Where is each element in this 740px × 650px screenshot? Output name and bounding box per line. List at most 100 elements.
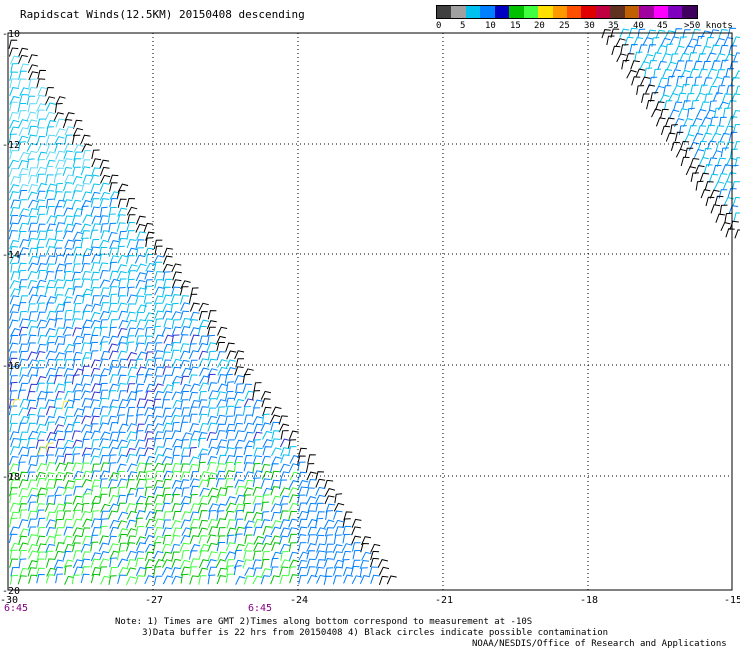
- wind-barb: [289, 455, 301, 464]
- latitude-label: -20: [2, 586, 20, 597]
- wind-barb: [253, 423, 263, 433]
- wind-barb: [253, 542, 264, 552]
- wind-barb: [162, 422, 173, 432]
- wind-barb: [199, 510, 208, 520]
- wind-barb: [81, 191, 92, 201]
- wind-barb: [35, 166, 47, 176]
- wind-barb: [10, 262, 19, 273]
- wind-barb: [206, 320, 217, 330]
- wind-barb: [72, 263, 81, 274]
- wind-barb: [172, 445, 182, 456]
- wind-barb: [126, 341, 135, 352]
- wind-barb: [9, 95, 20, 105]
- wind-barb: [72, 351, 83, 362]
- wind-barb: [361, 551, 372, 561]
- wind-barb: [171, 326, 182, 336]
- wind-barb: [692, 132, 704, 142]
- wind-barb: [207, 461, 217, 472]
- wind-barb: [172, 271, 182, 281]
- wind-barb: [244, 431, 254, 441]
- wind-barb: [45, 318, 56, 328]
- wind-barb: [28, 311, 37, 321]
- color-scale-label: 25: [559, 21, 570, 31]
- wind-barb: [179, 343, 190, 353]
- wind-barb: [35, 199, 45, 209]
- wind-barb: [63, 270, 72, 281]
- wind-barb: [279, 463, 290, 473]
- wind-barb: [714, 107, 723, 118]
- wind-barb: [153, 438, 162, 448]
- wind-barb: [9, 78, 18, 88]
- wind-barb: [73, 470, 84, 480]
- wind-barb: [271, 495, 282, 505]
- wind-barb: [28, 286, 39, 296]
- wind-barb: [207, 368, 218, 378]
- wind-barb: [53, 173, 62, 184]
- wind-barb: [18, 374, 30, 384]
- wind-barb: [333, 519, 344, 529]
- wind-barb: [669, 124, 678, 134]
- wind-barb: [161, 551, 172, 561]
- wind-barb: [279, 510, 289, 520]
- wind-barb: [19, 567, 29, 578]
- wind-barb: [64, 406, 74, 416]
- wind-barb: [109, 197, 118, 208]
- wind-barb: [118, 278, 127, 288]
- wind-barb: [288, 430, 299, 440]
- wind-barb: [708, 85, 718, 95]
- wind-barb: [619, 28, 630, 38]
- wind-barb: [9, 206, 20, 217]
- wind-barb: [109, 270, 119, 281]
- wind-barb: [610, 28, 620, 38]
- wind-barb: [46, 223, 56, 233]
- wind-barb: [729, 148, 738, 159]
- wind-barb: [80, 558, 90, 568]
- wind-barb: [90, 552, 101, 562]
- wind-barb: [718, 101, 729, 111]
- wind-barb: [18, 208, 30, 218]
- wind-barb: [714, 37, 726, 47]
- wind-barb: [27, 366, 38, 376]
- wind-barb: [180, 519, 191, 529]
- wind-barb: [153, 479, 164, 490]
- wind-barb: [44, 399, 55, 409]
- wind-barb: [199, 406, 209, 416]
- wind-barb: [280, 447, 290, 457]
- wind-barb: [262, 526, 272, 536]
- wind-barb: [680, 69, 691, 79]
- wind-barb: [36, 535, 46, 545]
- color-scale-label: 5: [460, 21, 466, 31]
- wind-barb: [217, 551, 227, 561]
- wind-barb: [342, 525, 352, 536]
- wind-barb: [100, 230, 110, 240]
- wind-barb: [63, 518, 73, 529]
- wind-barb: [117, 550, 125, 561]
- wind-barb: [116, 222, 126, 232]
- wind-barb: [134, 502, 144, 513]
- wind-barb: [224, 510, 235, 521]
- wind-barb: [713, 181, 725, 191]
- wind-barb: [117, 327, 128, 337]
- wind-barb: [9, 311, 19, 321]
- wind-barb: [109, 319, 118, 329]
- wind-barb: [325, 534, 334, 545]
- wind-barb: [278, 415, 288, 425]
- wind-barb: [89, 246, 99, 256]
- wind-barb: [55, 263, 66, 273]
- wind-barb: [671, 69, 681, 79]
- wind-barb: [81, 270, 92, 281]
- wind-barb: [109, 550, 120, 560]
- wind-barb: [71, 134, 81, 145]
- wind-barb: [179, 479, 190, 489]
- wind-barb: [26, 158, 35, 169]
- wind-barb: [262, 487, 273, 497]
- wind-barb: [72, 518, 83, 528]
- color-scale-label: 20: [534, 21, 545, 31]
- wind-barb: [207, 326, 216, 337]
- wind-barb: [27, 359, 39, 369]
- wind-barb: [109, 431, 119, 441]
- wind-barb: [729, 220, 739, 230]
- wind-barb: [91, 510, 100, 521]
- wind-barb: [664, 117, 675, 127]
- wind-barb: [64, 462, 74, 472]
